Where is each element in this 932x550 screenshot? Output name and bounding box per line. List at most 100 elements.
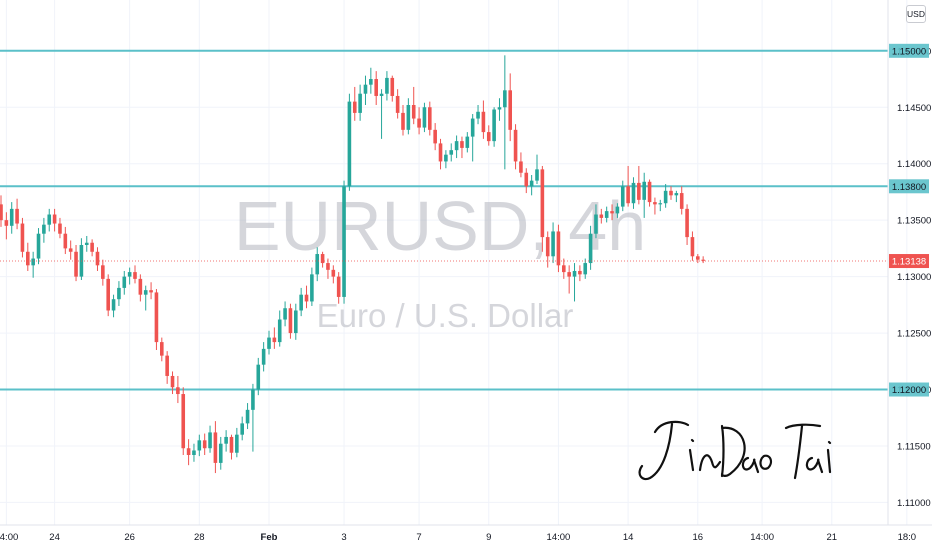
candle[interactable] (58, 217, 62, 239)
candle[interactable] (363, 75, 368, 105)
candle[interactable] (149, 282, 153, 300)
candle[interactable] (626, 165, 630, 207)
candle[interactable] (572, 263, 577, 302)
candle[interactable] (658, 199, 663, 212)
candle[interactable] (261, 342, 266, 372)
candle[interactable] (481, 100, 486, 139)
candle[interactable] (519, 152, 523, 178)
candle[interactable] (540, 165, 545, 252)
candle[interactable] (20, 217, 25, 258)
candle[interactable] (417, 107, 421, 135)
candle[interactable] (154, 289, 159, 350)
candle[interactable] (567, 265, 571, 294)
candle[interactable] (562, 258, 566, 279)
candle[interactable] (529, 175, 534, 196)
candle[interactable] (460, 136, 464, 159)
candle[interactable] (181, 387, 186, 455)
candle[interactable] (465, 132, 470, 153)
candle[interactable] (277, 310, 282, 347)
candle[interactable] (578, 265, 582, 282)
candle[interactable] (620, 180, 625, 212)
candle[interactable] (604, 206, 609, 223)
candle[interactable] (342, 180, 346, 304)
candle[interactable] (15, 198, 19, 230)
candle[interactable] (583, 258, 588, 279)
candle[interactable] (637, 165, 641, 205)
candle[interactable] (535, 154, 539, 185)
candle[interactable] (524, 168, 529, 194)
candle[interactable] (358, 84, 362, 121)
candle[interactable] (42, 217, 46, 243)
candle[interactable] (401, 105, 405, 136)
candle[interactable] (79, 238, 84, 280)
candle[interactable] (197, 434, 202, 457)
candle[interactable] (90, 239, 94, 257)
candle[interactable] (294, 303, 298, 340)
candle[interactable] (696, 254, 700, 264)
candle[interactable] (653, 197, 657, 215)
candle[interactable] (84, 235, 89, 252)
candle[interactable] (594, 204, 598, 239)
candle[interactable] (599, 208, 604, 224)
candle[interactable] (379, 89, 384, 139)
currency-badge[interactable]: USD (906, 5, 926, 23)
candle[interactable] (256, 357, 261, 396)
candle[interactable] (615, 203, 620, 218)
candle[interactable] (229, 434, 234, 460)
candle[interactable] (336, 272, 341, 304)
candle[interactable] (422, 102, 427, 133)
candle[interactable] (224, 430, 228, 452)
candle[interactable] (610, 204, 614, 221)
candle[interactable] (642, 172, 646, 218)
candle[interactable] (63, 226, 68, 255)
candle[interactable] (52, 208, 57, 232)
candles[interactable] (0, 55, 705, 474)
candle[interactable] (679, 186, 684, 215)
candle[interactable] (138, 274, 143, 302)
candle[interactable] (101, 259, 105, 286)
candle[interactable] (165, 351, 169, 384)
candle[interactable] (476, 105, 480, 125)
candle[interactable] (556, 224, 561, 273)
candle[interactable] (347, 93, 352, 191)
candle[interactable] (486, 125, 491, 146)
candle[interactable] (701, 256, 705, 264)
candle[interactable] (170, 371, 175, 395)
candle[interactable] (663, 184, 668, 208)
candle[interactable] (213, 421, 218, 474)
candle[interactable] (267, 330, 271, 355)
candle[interactable] (395, 89, 400, 119)
candle[interactable] (272, 327, 277, 349)
candle[interactable] (26, 242, 30, 271)
candle[interactable] (588, 225, 593, 270)
candle[interactable] (160, 337, 164, 362)
candle[interactable] (251, 383, 255, 452)
candle[interactable] (369, 67, 373, 94)
candle[interactable] (133, 265, 137, 284)
candle[interactable] (449, 143, 454, 162)
candle[interactable] (411, 86, 416, 125)
horizontal-levels[interactable] (0, 49, 888, 391)
candle[interactable] (240, 416, 244, 441)
candle[interactable] (390, 75, 395, 102)
candle[interactable] (74, 245, 78, 282)
candle[interactable] (122, 270, 127, 295)
candle[interactable] (331, 265, 336, 284)
candle[interactable] (438, 138, 443, 170)
candle[interactable] (310, 267, 314, 306)
candle[interactable] (68, 240, 73, 260)
candle[interactable] (192, 443, 196, 462)
candle[interactable] (385, 71, 389, 101)
candle[interactable] (374, 71, 378, 105)
candle[interactable] (47, 208, 52, 232)
candle[interactable] (433, 123, 437, 151)
price-axis[interactable]: 1.110001.115001.120001.125001.130001.135… (897, 46, 931, 509)
candle[interactable] (143, 285, 148, 311)
candle[interactable] (428, 101, 432, 136)
candle[interactable] (470, 114, 475, 162)
candle[interactable] (669, 186, 673, 200)
candle[interactable] (208, 425, 212, 453)
candle[interactable] (95, 247, 100, 271)
candle[interactable] (4, 212, 9, 240)
